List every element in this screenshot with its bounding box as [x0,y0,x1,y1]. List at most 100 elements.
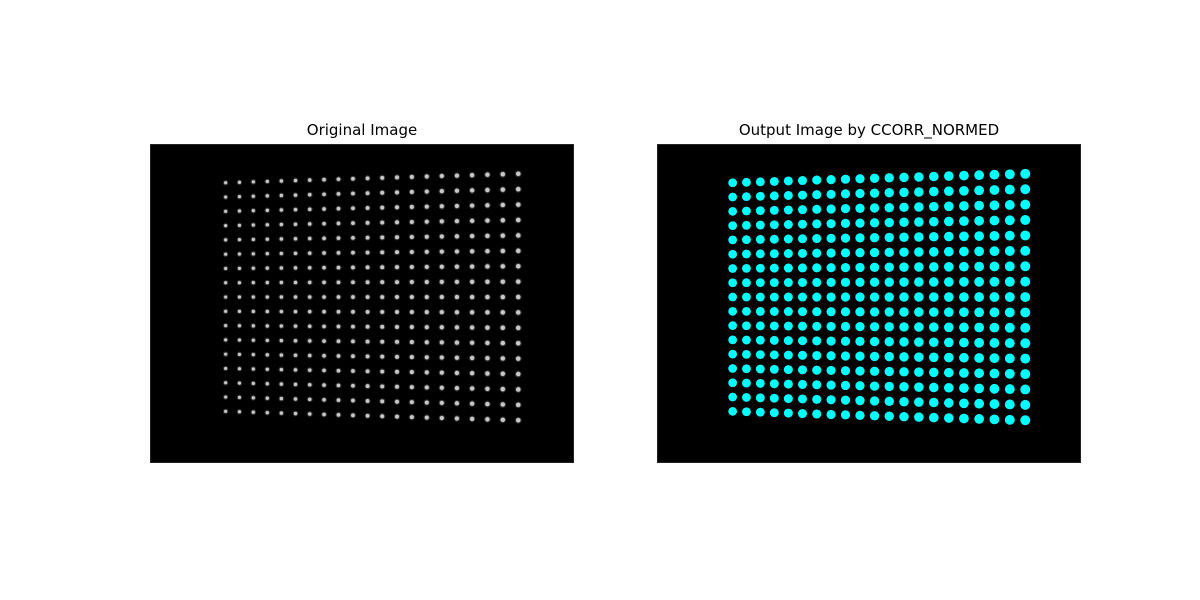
detected-dot [884,217,894,228]
original-dot [279,222,284,227]
detected-dot [884,232,894,243]
original-dot [409,189,414,195]
original-dot [224,381,228,385]
detected-dot [783,321,793,331]
original-dot [500,264,506,269]
detected-dot [742,321,751,331]
detected-dot [1020,184,1031,195]
detected-dot [755,364,765,374]
original-dot [515,279,521,284]
detected-dot [989,200,1000,211]
detected-dot [1004,246,1015,256]
original-dot [322,295,326,299]
detected-dot [728,278,738,288]
original-dot [394,205,400,210]
original-dot [265,194,270,198]
original-dot [307,309,312,314]
detected-dot [812,307,822,317]
detected-dot [959,216,969,226]
original-dot [336,250,341,255]
detected-dot [826,175,836,185]
detected-dot [943,246,954,257]
detected-dot [989,261,1000,272]
original-dot [336,413,341,417]
original-dot [515,417,521,423]
original-dot [336,192,341,196]
detected-dot [974,337,985,348]
original-dot [307,412,312,416]
original-dot [351,369,355,373]
detected-dot [943,261,954,272]
detected-dot [884,292,894,302]
detected-dot [899,382,909,392]
original-dot [307,178,312,182]
original-dot [365,280,370,285]
detected-dot [797,379,808,389]
detected-dot [959,383,969,393]
original-dot [265,324,270,328]
detected-dot [769,292,779,302]
original-dot [409,415,414,420]
original-dot [224,409,228,413]
original-dot [336,280,341,285]
original-dot [394,309,400,315]
detected-dot [928,367,939,378]
detected-dot [989,322,1000,333]
detected-dot [928,186,939,197]
original-dot [439,234,444,239]
original-dot [293,368,298,372]
original-dot [485,264,490,269]
original-dot [336,309,341,314]
detected-dot [899,397,909,407]
detected-dot [855,203,865,213]
original-dot [485,203,490,208]
original-image-panel: Original Image [150,0,574,600]
detected-dot [989,353,1000,364]
detected-dot [974,231,985,241]
original-dot [265,309,270,314]
detected-dot [914,262,924,272]
detected-dot [989,276,1000,287]
detected-dot [884,351,894,362]
original-dot [265,280,270,285]
detected-dot [974,307,985,318]
original-dot [409,355,414,360]
original-dot [322,309,326,314]
original-dot [515,248,521,254]
original-dot [307,251,312,255]
original-dot [322,368,326,373]
original-dot [224,352,228,356]
detected-dot [884,188,894,198]
detected-dot [797,190,808,200]
original-dot [237,395,242,400]
detected-dot [1020,230,1031,241]
original-dot [424,249,429,254]
detected-dot [812,204,822,214]
original-dot [237,309,242,314]
original-dot [322,397,326,402]
original-dot [469,203,475,208]
detected-dot [755,407,765,417]
detected-dot [812,277,822,287]
original-dot [485,279,490,284]
original-dot [485,417,490,422]
detected-dot [742,335,751,345]
original-dot [500,218,506,223]
detected-dot [812,263,822,273]
detected-dot [1020,384,1031,395]
detected-dot [899,322,909,332]
original-dot [237,338,242,342]
original-dot [307,192,312,197]
detected-dot [797,292,808,302]
detected-dot [826,219,836,229]
original-dot [485,340,490,346]
detected-dot [959,368,969,378]
detected-dot [974,292,985,302]
original-dot [454,219,460,224]
output-image [657,144,1081,463]
original-dot [469,218,475,224]
original-dot [237,266,242,270]
detected-dot [959,307,969,318]
original-dot [409,295,414,300]
original-dot [424,415,429,420]
